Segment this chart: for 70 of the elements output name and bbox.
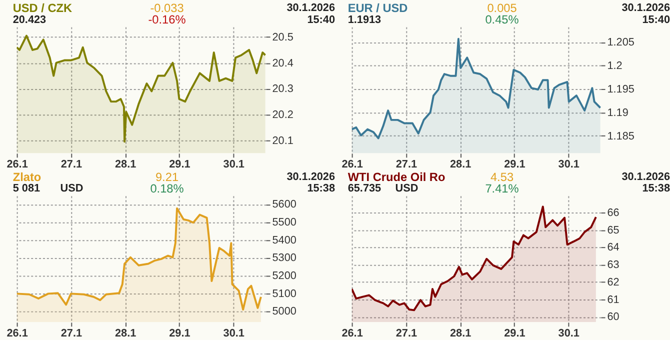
x-tick-label: 26.1 <box>342 158 363 171</box>
text: 9.21 <box>155 170 179 184</box>
text: 0.005 <box>487 0 518 15</box>
text: 15:38 <box>642 182 670 195</box>
x-tick-label: 26.1 <box>6 328 28 340</box>
text: 7.41% <box>485 182 520 196</box>
y-tick-label: 65 <box>607 224 620 236</box>
y-tick-label: 1.2 <box>607 60 622 72</box>
y-tick-label: 5300 <box>272 252 296 264</box>
y-tick-label: 60 <box>607 311 620 324</box>
x-tick-label: 26.1 <box>6 158 28 171</box>
chart-subtitle: 65.735 <box>348 182 382 195</box>
y-axis-title: USD <box>60 182 84 195</box>
y-tick-label: 20.2 <box>272 108 294 121</box>
y-tick-label: 20.1 <box>272 134 294 147</box>
y-tick-label: 5500 <box>272 216 296 229</box>
x-tick-label: 30.1 <box>558 328 580 340</box>
chart-title: EUR / USD <box>348 0 408 15</box>
x-tick-label: 29.1 <box>169 328 190 340</box>
chart-subtitle: 1.1913 <box>348 14 382 26</box>
x-tick-label: 29.1 <box>504 158 526 171</box>
x-tick-label: 30.1 <box>558 158 580 171</box>
text: -0.16% <box>148 12 186 27</box>
y-tick-label: 1.19 <box>607 106 628 119</box>
text: 30.1.2026 <box>622 2 670 14</box>
chart-title: WTI Crude Oil Ro <box>348 170 446 184</box>
y-tick-label: 66 <box>607 206 620 219</box>
text: 0.45% <box>485 12 520 27</box>
y-tick-label: 20.5 <box>272 31 294 44</box>
y-tick-label: 5600 <box>272 198 296 211</box>
x-tick-label: 30.1 <box>223 158 244 171</box>
y-tick-label: 64 <box>607 242 620 254</box>
x-tick-label: 27.1 <box>60 328 82 340</box>
text: 15:38 <box>307 182 335 195</box>
text: 15:40 <box>307 14 335 26</box>
y-tick-label: 62 <box>607 276 620 288</box>
x-tick-label: 28.1 <box>450 158 472 171</box>
y-tick-label: 1.205 <box>607 36 634 49</box>
chart-subtitle: 5 081 <box>12 182 40 195</box>
chart-title: Zlato <box>12 170 42 184</box>
y-tick-label: 5100 <box>272 288 296 300</box>
x-tick-label: 28.1 <box>450 328 472 340</box>
y-tick-label: 20.4 <box>272 57 294 70</box>
text: 30.1.2026 <box>286 2 335 14</box>
x-tick-label: 27.1 <box>396 328 417 340</box>
x-tick-label: 28.1 <box>114 158 136 171</box>
y-axis-title: USD <box>395 182 418 195</box>
y-tick-label: 5200 <box>272 270 296 282</box>
text: -0.033 <box>150 0 184 15</box>
text: 30.1.2026 <box>622 170 670 183</box>
y-tick-label: 1.185 <box>607 130 634 142</box>
y-tick-label: 61 <box>607 294 620 306</box>
text: 4.53 <box>490 170 514 184</box>
text: 0.18% <box>150 182 184 196</box>
x-tick-label: 29.1 <box>169 158 190 171</box>
chart-title: USD / CZK <box>12 0 73 15</box>
x-tick-label: 30.1 <box>223 328 244 340</box>
y-tick-label: 5000 <box>272 306 296 318</box>
x-tick-label: 26.1 <box>342 328 363 340</box>
text: 15:40 <box>642 14 670 26</box>
x-tick-label: 28.1 <box>114 328 136 340</box>
x-tick-label: 27.1 <box>396 158 417 171</box>
x-tick-label: 27.1 <box>60 158 82 171</box>
x-tick-label: 29.1 <box>504 328 526 340</box>
text: 30.1.2026 <box>286 170 335 183</box>
y-tick-label: 20.3 <box>272 83 294 96</box>
y-tick-label: 5400 <box>272 234 296 246</box>
chart-subtitle: 20.423 <box>12 14 46 26</box>
y-tick-label: 63 <box>607 259 620 272</box>
y-tick-label: 1.195 <box>607 83 634 96</box>
